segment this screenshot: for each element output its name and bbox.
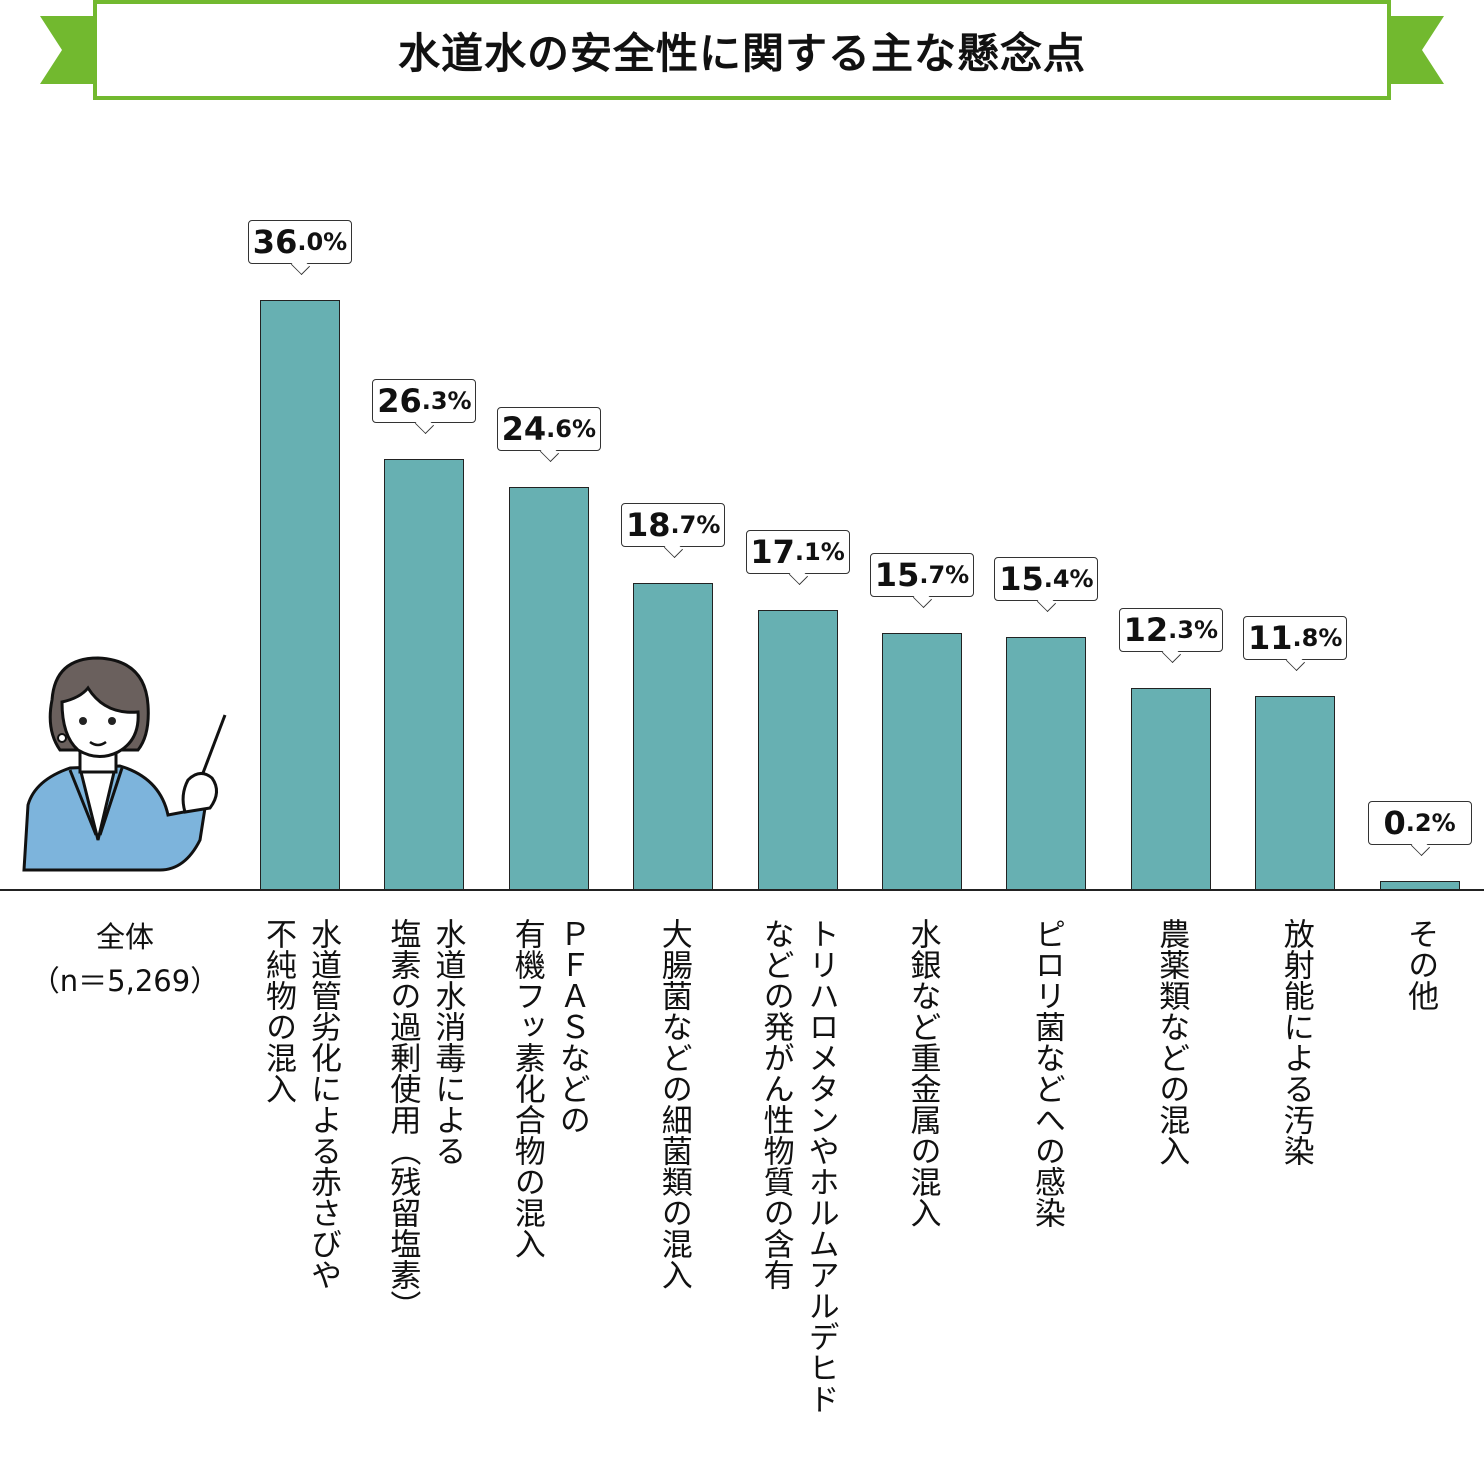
data-label-int: 15 (999, 560, 1044, 599)
category-label-line: その他 (1402, 918, 1439, 1011)
category-label: トリハロメタンやホルムアルデヒド などの発がん性物質の含有 (753, 918, 843, 1414)
bar-7 (1130, 688, 1211, 891)
data-label-int: 17 (750, 532, 795, 571)
category-label-line: などの発がん性物質の含有 (757, 918, 794, 1290)
category-label-line: 水銀など重金属の混入 (904, 918, 941, 1228)
bar-9 (1379, 881, 1460, 891)
category-label-line: 放射能による汚染 (1277, 918, 1314, 1166)
group-label-n: （n＝5,269） (30, 964, 220, 998)
category-label: 大腸菌などの細菌類の混入 (651, 918, 696, 1290)
data-label-int: 0 (1383, 804, 1406, 842)
x-axis-line (0, 889, 1484, 891)
data-label: 15.7% (870, 552, 974, 597)
data-label-dec: .6% (546, 414, 596, 443)
category-label-line: 農薬類などの混入 (1153, 918, 1190, 1166)
group-label: 全体 （n＝5,269） (30, 915, 220, 1003)
group-label-name: 全体 (95, 920, 154, 954)
data-label-int: 11 (1247, 619, 1293, 658)
category-label: 農薬類などの混入 (1148, 918, 1193, 1166)
ribbon-right-tail (1380, 16, 1444, 84)
data-label: 15.4% (994, 557, 1099, 602)
data-label-int: 26 (377, 381, 422, 420)
bar-0 (260, 299, 340, 891)
data-label-int: 15 (874, 555, 920, 594)
category-label-line: 大腸菌などの細菌類の混入 (655, 918, 692, 1290)
data-label-int: 36 (252, 222, 298, 261)
data-label: 0.2% (1367, 801, 1472, 845)
data-label-dec: .7% (670, 511, 721, 540)
category-label-line: トリハロメタンやホルムアルデヒド (802, 918, 839, 1414)
category-label-line: 塩素の過剰使用（残留塩素） (384, 918, 421, 1321)
data-label-dec: .0% (297, 227, 348, 256)
category-label-line: ＰＦＡＳなどの (553, 918, 590, 1135)
category-label: その他 (1397, 918, 1442, 1011)
bar-8 (1255, 696, 1336, 891)
category-label-line: 不純物の混入 (260, 918, 296, 1104)
bar-4 (757, 609, 838, 891)
data-label-dec: .8% (1292, 624, 1343, 653)
bar-6 (1006, 637, 1087, 891)
data-label: 12.3% (1118, 608, 1223, 653)
category-label: 水道水消毒による 塩素の過剰使用（残留塩素） (379, 918, 469, 1321)
bar-2 (508, 486, 589, 891)
data-label: 18.7% (621, 503, 726, 548)
data-label-dec: .3% (421, 386, 472, 415)
category-label-line: 水道水消毒による (429, 918, 466, 1166)
bar-5 (882, 632, 962, 891)
data-label-int: 18 (625, 506, 671, 545)
data-label: 26.3% (372, 378, 477, 423)
category-label-line: 水道管劣化による赤さびや (305, 918, 341, 1290)
ribbon-left-tail (40, 16, 100, 84)
category-label: 水銀など重金属の混入 (900, 918, 945, 1228)
chart-title: 水道水の安全性に関する主な懸念点 (93, 0, 1391, 100)
category-label-line: 有機フッ素化合物の混入 (508, 918, 545, 1259)
bar-3 (633, 583, 714, 891)
data-label-dec: .7% (919, 560, 970, 589)
category-label: 放射能による汚染 (1273, 918, 1318, 1166)
data-label-int: 24 (501, 409, 547, 448)
data-label: 24.6% (496, 406, 601, 451)
data-label-dec: .1% (794, 537, 845, 566)
data-label: 17.1% (745, 529, 850, 574)
chart-title-text: 水道水の安全性に関する主な懸念点 (397, 28, 1086, 78)
data-label-int: 12 (1123, 611, 1169, 650)
data-label: 11.8% (1243, 616, 1348, 661)
data-label-dec: .4% (1043, 565, 1094, 594)
category-label-line: ピロリ菌などへの感染 (1028, 918, 1065, 1228)
data-label: 36.0% (248, 219, 352, 264)
data-label-dec: .3% (1168, 616, 1218, 645)
bar-1 (384, 458, 465, 891)
category-label: 水道管劣化による赤さびや 不純物の混入 (255, 918, 345, 1290)
title-ribbon (40, 16, 1444, 84)
category-label: ピロリ菌などへの感染 (1024, 918, 1069, 1228)
category-label: ＰＦＡＳなどの 有機フッ素化合物の混入 (504, 918, 594, 1259)
data-label-dec: .2% (1405, 809, 1456, 837)
presenter-illustration-icon (22, 656, 227, 872)
